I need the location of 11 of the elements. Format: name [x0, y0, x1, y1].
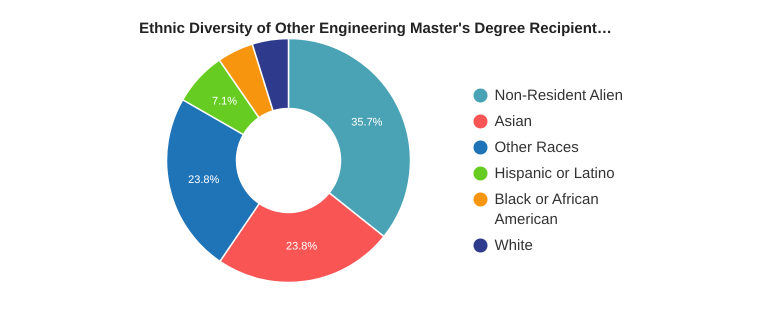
- data-label: 7.1%: [212, 96, 238, 108]
- data-label: 23.8%: [286, 240, 318, 253]
- legend-label: Asian: [494, 113, 532, 130]
- legend-label: Black or African American: [494, 191, 599, 228]
- data-label: 35.7%: [351, 116, 383, 129]
- legend-label: Non-Resident Alien: [494, 87, 623, 104]
- legend-label: Other Races: [494, 139, 579, 156]
- data-label: 23.8%: [188, 174, 220, 186]
- legend-label: Hispanic or Latino: [494, 165, 615, 182]
- legend-label: White: [494, 237, 533, 254]
- chart-title: Ethnic Diversity of Other Engineering Master's Degree Recipient…: [139, 20, 612, 37]
